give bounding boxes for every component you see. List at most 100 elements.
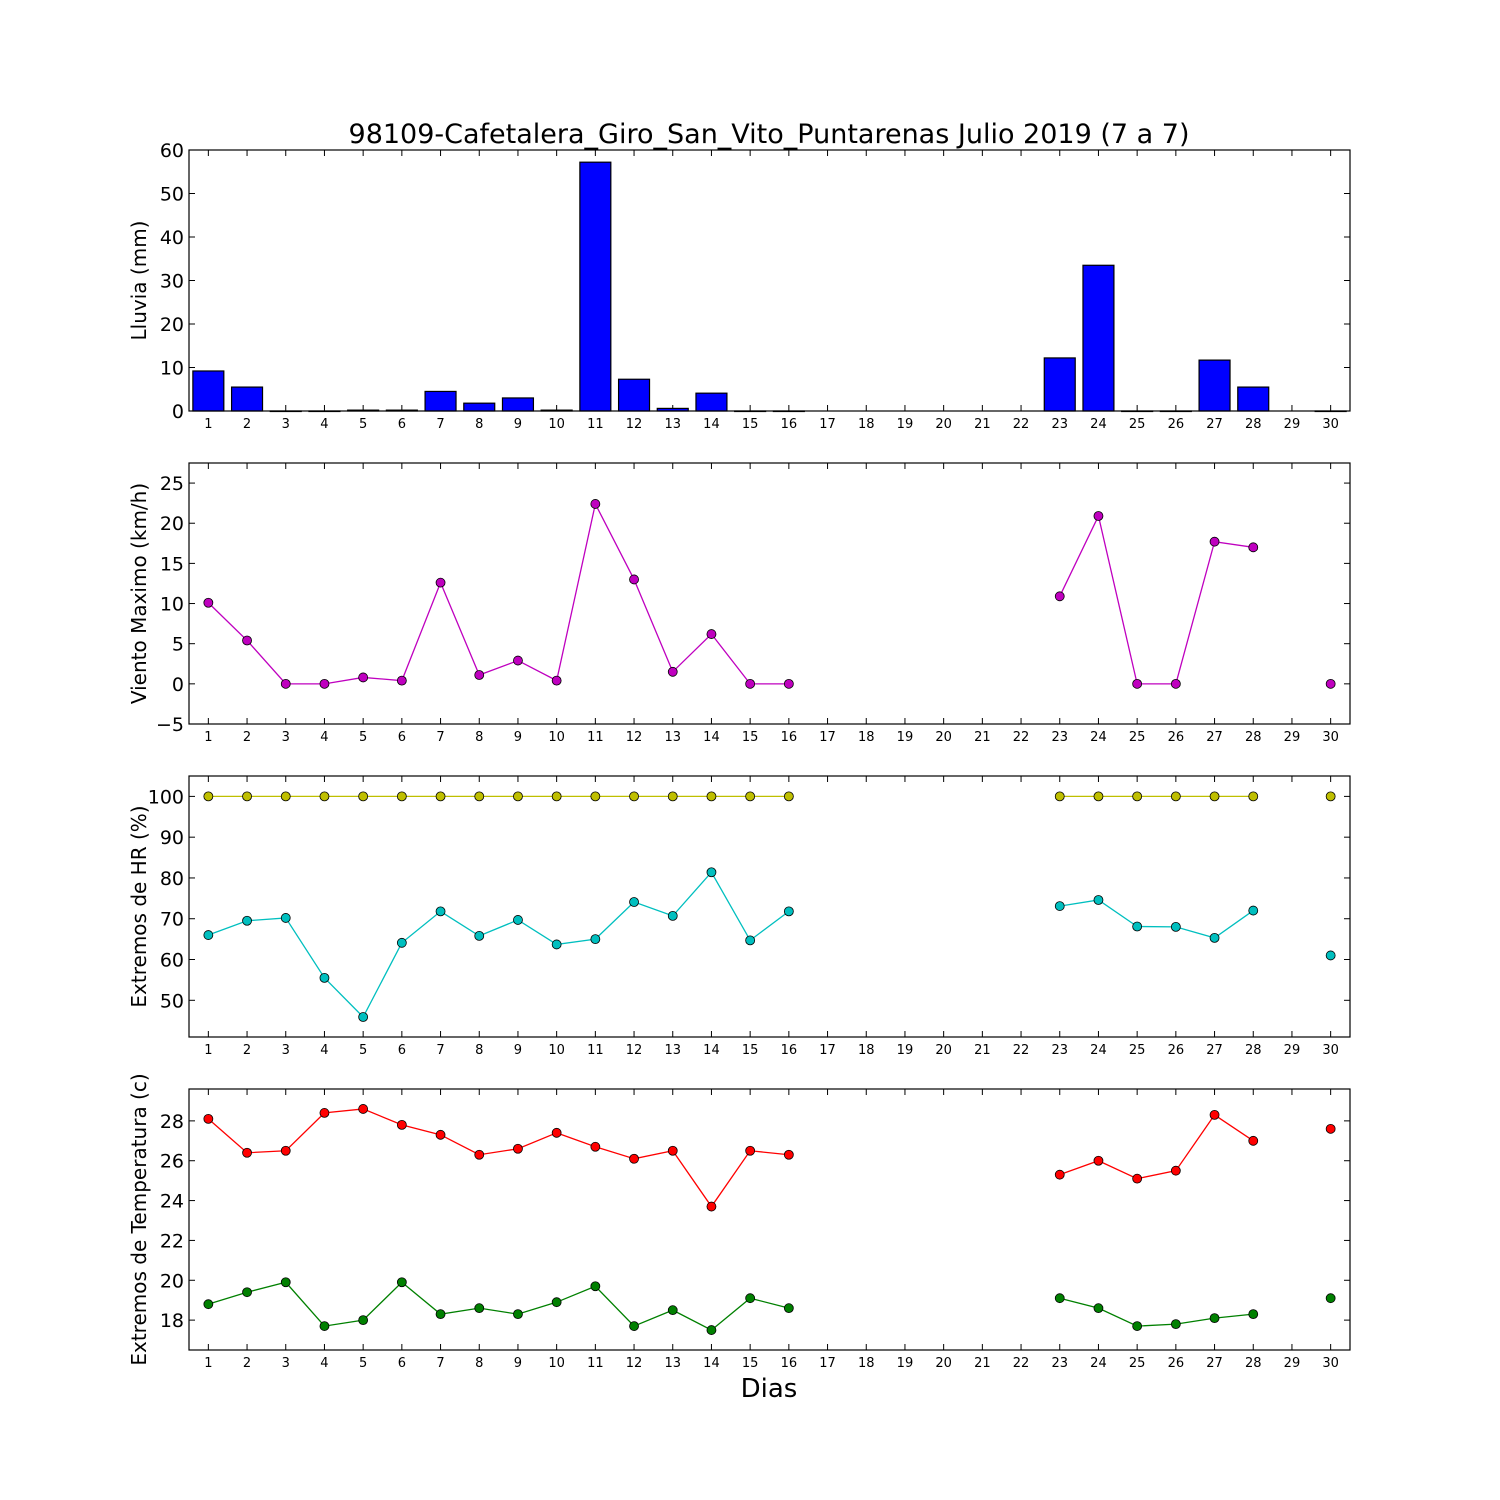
data-point: [1170, 921, 1181, 932]
x-tick-label: 22: [1013, 730, 1030, 745]
data-point: [396, 675, 407, 686]
x-tick-label: 10: [548, 417, 565, 432]
data-point: [551, 675, 562, 686]
data-point: [551, 791, 562, 802]
x-tick-label: 27: [1206, 1043, 1223, 1058]
y-tick-label: 10: [160, 358, 184, 380]
data-point: [1093, 511, 1104, 521]
data-point: [629, 1153, 639, 1164]
series-1: [203, 499, 1336, 689]
data-point: [396, 1277, 407, 1288]
data-point: [1209, 1110, 1220, 1120]
x-tick-label: 5: [359, 730, 367, 745]
x-tick-label: 4: [320, 417, 328, 432]
data-point: [280, 1277, 291, 1288]
x-tick-label: 26: [1168, 417, 1185, 432]
x-tick-label: 19: [897, 1356, 914, 1371]
data-point: [629, 897, 639, 907]
x-tick-label: 18: [858, 730, 875, 745]
x-tick-label: 1: [204, 730, 212, 745]
data-point: [1054, 591, 1065, 602]
x-tick-label: 3: [282, 730, 290, 745]
series-1: [203, 1104, 1336, 1212]
data-point: [706, 1201, 717, 1212]
x-tick-label: 24: [1090, 730, 1107, 745]
data-point: [706, 1325, 717, 1335]
x-tick-label: 11: [587, 1043, 604, 1058]
data-point: [435, 1309, 446, 1320]
y-tick-label: 25: [160, 473, 184, 495]
data-point: [706, 867, 717, 878]
x-tick-label: 9: [514, 417, 522, 432]
x-tick-label: 10: [548, 730, 565, 745]
data-point: [667, 910, 678, 921]
data-point: [396, 937, 407, 948]
series-2: [203, 867, 1336, 1022]
x-tick-label: 19: [897, 730, 914, 745]
data-point: [551, 1297, 562, 1308]
x-tick-label: 16: [781, 730, 798, 745]
series-line: [207, 502, 789, 685]
data-point: [242, 635, 252, 646]
data-point: [358, 1315, 369, 1326]
y-axis-label: Viento Maximo (km/h): [127, 483, 151, 704]
data-point: [706, 629, 717, 639]
data-point: [1170, 1319, 1181, 1329]
x-tick-label: 20: [935, 730, 952, 745]
x-tick-label: 14: [703, 730, 720, 745]
x-tick-label: 28: [1245, 1356, 1262, 1371]
y-tick-label: 15: [160, 553, 184, 575]
data-point: [1325, 1123, 1336, 1134]
x-tick-label: 22: [1013, 1043, 1030, 1058]
axes-frame: [188, 775, 1351, 1038]
x-tick-label: 27: [1206, 730, 1223, 745]
data-point: [629, 574, 639, 585]
x-tick-label: 23: [1051, 1356, 1068, 1371]
data-point: [551, 939, 562, 950]
x-tick-label: 1: [204, 417, 212, 432]
y-tick-label: 30: [160, 271, 184, 293]
x-tick-label: 16: [781, 1043, 798, 1058]
y-tick-label: 90: [160, 827, 184, 849]
data-point: [513, 655, 523, 666]
x-tick-label: 30: [1322, 730, 1339, 745]
data-point: [629, 791, 639, 802]
data-point: [1132, 1321, 1143, 1331]
axes-frame: [188, 149, 1351, 412]
data-point: [513, 1309, 523, 1320]
y-tick-label: 28: [160, 1111, 184, 1133]
data-point: [1093, 895, 1104, 905]
x-tick-label: 12: [626, 1043, 643, 1058]
data-point: [1209, 1313, 1220, 1324]
y-tick-label: 60: [160, 140, 184, 162]
bar: [1198, 359, 1231, 412]
x-tick-label: 9: [514, 730, 522, 745]
x-tick-label: 8: [475, 1356, 483, 1371]
y-tick-label: 20: [160, 1270, 184, 1292]
x-tick-label: 28: [1245, 730, 1262, 745]
y-tick-label: 24: [160, 1191, 184, 1213]
data-point: [474, 1303, 485, 1314]
data-point: [1054, 1169, 1065, 1180]
bar: [463, 402, 496, 412]
series-line: [208, 871, 790, 1019]
bar: [617, 378, 651, 412]
x-tick-label: 3: [282, 417, 290, 432]
x-tick-label: 21: [974, 417, 991, 432]
data-point: [474, 1149, 485, 1160]
x-tick-label: 2: [243, 1356, 251, 1371]
y-tick-label: 20: [160, 513, 184, 535]
data-point: [435, 577, 446, 588]
x-tick-label: 27: [1206, 417, 1223, 432]
x-tick-label: 2: [243, 1043, 251, 1058]
x-tick-label: 23: [1051, 417, 1068, 432]
data-point: [435, 791, 446, 802]
x-tick-label: 14: [703, 1043, 720, 1058]
bar: [192, 370, 225, 412]
x-tick-label: 29: [1284, 417, 1301, 432]
data-point: [358, 1104, 369, 1114]
x-tick-label: 15: [742, 1356, 759, 1371]
x-tick-label: 28: [1245, 417, 1262, 432]
